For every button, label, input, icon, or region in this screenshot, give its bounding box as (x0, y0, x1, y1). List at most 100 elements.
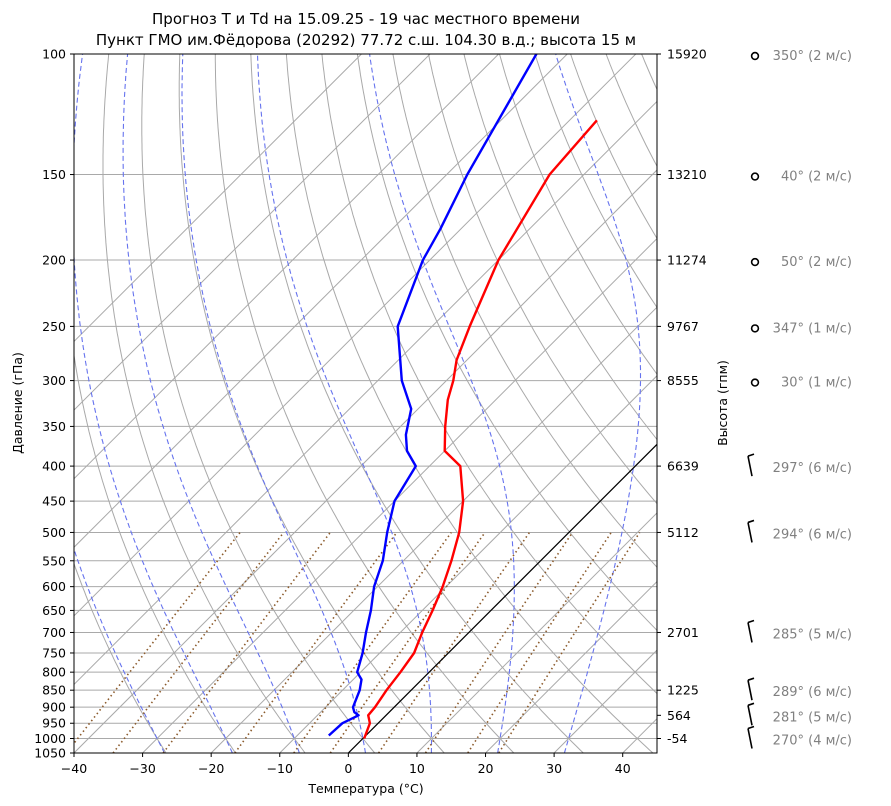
moist-adiabat-line (181, 54, 367, 753)
p-tick-label: 200 (42, 253, 66, 268)
x-tick-label: −40 (61, 761, 87, 776)
wind-label: 40° (2 м/с) (781, 170, 852, 185)
p-tick-label: 150 (42, 167, 66, 182)
isotherm-line (279, 375, 657, 753)
dry-adiabat-line (428, 54, 657, 505)
zero-isotherm-line (347, 443, 657, 753)
x-tick-label: −30 (129, 761, 155, 776)
p-tick-label: 350 (42, 419, 66, 434)
temperature-line (363, 119, 598, 739)
isotherm-line (74, 54, 500, 480)
wind-label: 294° (6 м/с) (773, 527, 852, 542)
p-tick-label: 900 (42, 700, 66, 715)
wind-barb-flag (747, 453, 755, 457)
plot-frame (73, 53, 658, 754)
p-tick-label: 100 (42, 47, 66, 62)
mixing-ratio-line (112, 531, 285, 753)
calm-wind-circle (750, 378, 760, 387)
wind-barb-flag (747, 519, 755, 524)
dry-adiabat-line (178, 54, 445, 753)
wind-barb (747, 728, 753, 749)
mixing-ratio-line (498, 531, 641, 753)
p-tick-label: 250 (42, 319, 66, 334)
wind-barb-flag (747, 702, 755, 707)
dry-adiabat-line (570, 54, 657, 240)
height-tick-label: 1225 (667, 683, 699, 698)
wind-barb-flag (747, 725, 755, 730)
mixing-ratio-line (424, 531, 574, 753)
wind-label: 270° (4 м/с) (773, 733, 852, 748)
isotherm-line (622, 717, 657, 753)
dry-adiabat-line (321, 54, 657, 695)
moist-adiabat-line (555, 54, 642, 753)
isotherm-line (416, 512, 657, 753)
p-tick-label: 1000 (34, 731, 66, 746)
height-tick-label: -54 (667, 731, 687, 746)
height-tick-label: 13210 (667, 167, 707, 182)
p-tick-label: 750 (42, 645, 66, 660)
calm-wind-circle (750, 324, 760, 333)
p-tick-label: 400 (42, 459, 66, 474)
isotherm-line (74, 54, 362, 343)
wind-label: 285° (5 м/с) (773, 627, 852, 642)
dry-adiabat-line (677, 54, 891, 753)
height-tick-label: 15920 (667, 47, 707, 62)
isotherm-line (74, 54, 431, 411)
wind-label: 289° (6 м/с) (773, 685, 852, 700)
wind-label: 297° (6 м/с) (773, 461, 852, 476)
x-tick-label: 40 (615, 761, 631, 776)
dry-adiabat-line (748, 54, 891, 753)
dry-adiabat-line (285, 54, 654, 753)
dry-adiabat-line (713, 54, 891, 753)
isotherm-line (74, 54, 637, 617)
isotherm-line (74, 100, 657, 686)
wind-label: 350° (2 м/с) (773, 49, 852, 64)
y-axis-label: Давление (гПа) (10, 352, 25, 454)
mixing-ratio-line (377, 531, 531, 753)
dry-adiabat-line (250, 54, 584, 753)
plot-area (74, 54, 891, 753)
wind-barb-flag (747, 619, 755, 624)
wind-barb (747, 680, 753, 701)
height-tick-label: 5112 (667, 525, 699, 540)
wind-barb (747, 455, 753, 477)
moist-adiabat-line (256, 54, 433, 753)
height-tick-label: 564 (667, 708, 691, 723)
wind-label: 50° (2 м/с) (781, 255, 852, 270)
dry-adiabat-line (392, 54, 657, 568)
dry-adiabat-line (214, 54, 515, 753)
moist-adiabat-line (122, 54, 300, 753)
p-tick-label: 500 (42, 525, 66, 540)
chart-title-line2: Пункт ГМО им.Фёдорова (20292) 77.72 с.ш.… (96, 31, 636, 49)
calm-wind-circle (750, 257, 760, 267)
p-tick-label: 700 (42, 625, 66, 640)
p-tick-label: 950 (42, 716, 66, 731)
p-tick-label: 550 (42, 553, 66, 568)
wind-barb (747, 705, 753, 726)
p-tick-label: 650 (42, 603, 66, 618)
moist-adiabat-line (369, 54, 515, 753)
wind-label: 30° (1 м/с) (781, 376, 852, 391)
dewpoint-line (327, 54, 538, 737)
p-tick-label: 1050 (34, 746, 66, 761)
wind-barb (747, 522, 753, 543)
isotherm-line (142, 237, 657, 753)
p-tick-label: 850 (42, 683, 66, 698)
wind-barb (747, 622, 753, 643)
height-tick-label: 8555 (667, 373, 699, 388)
moist-adiabat-line (74, 54, 233, 753)
mixing-ratio-line (329, 531, 486, 753)
mixing-ratio-line (74, 531, 241, 745)
x-tick-label: 30 (546, 761, 562, 776)
wind-panel: 350° (2 м/с) 40° (2 м/с) 50° (2 м/с) 347° (… (747, 49, 852, 749)
mixing-ratio-line (162, 531, 331, 753)
dry-adiabat-line (463, 54, 657, 441)
isotherm-line (485, 580, 657, 753)
dry-adiabat-line (641, 54, 657, 91)
dry-adiabat-line (141, 54, 376, 753)
calm-wind-circle (750, 172, 760, 181)
p-tick-label: 300 (42, 373, 66, 388)
height-tick-label: 9767 (667, 319, 699, 334)
